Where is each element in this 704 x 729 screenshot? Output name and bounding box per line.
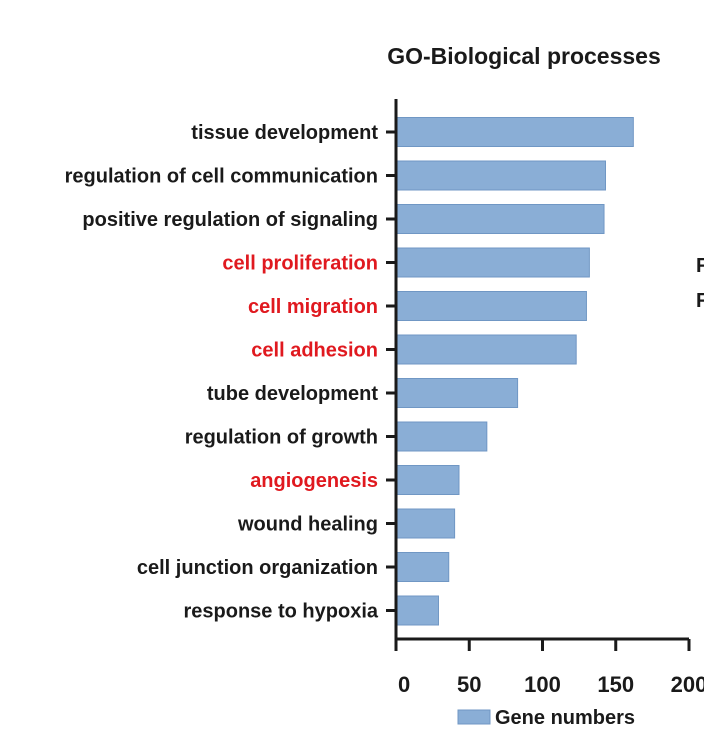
legend-swatch xyxy=(457,709,491,725)
legend: Gene numbers xyxy=(457,707,635,729)
x-tick-label-200: 200 xyxy=(671,672,704,697)
bar-wound-healing xyxy=(395,508,456,539)
cutoff-text-1: F xyxy=(696,255,704,277)
bar-regulation-of-growth xyxy=(395,421,488,452)
category-label-angiogenesis: angiogenesis xyxy=(250,470,378,492)
category-label-tissue-development: tissue development xyxy=(191,122,378,144)
category-labels-group: tissue development regulation of cell com… xyxy=(65,122,379,623)
bar-angiogenesis xyxy=(395,465,460,495)
category-label-positive-regulation-of-signaling: positive regulation of signaling xyxy=(82,209,378,231)
cutoff-text-2: F xyxy=(696,290,704,312)
bar-regulation-of-cell-communication xyxy=(395,160,606,191)
bar-cell-adhesion xyxy=(395,334,577,365)
bar-tissue-development xyxy=(395,117,634,147)
bar-cell-proliferation xyxy=(395,247,590,278)
bar-response-to-hypoxia xyxy=(395,595,439,626)
category-label-wound-healing: wound healing xyxy=(237,514,378,536)
bar-positive-regulation-of-signaling xyxy=(395,204,605,234)
legend-label: Gene numbers xyxy=(495,707,635,729)
category-label-tube-development: tube development xyxy=(207,383,378,405)
x-tick-label-0: 0 xyxy=(398,672,410,697)
category-label-cell-adhesion: cell adhesion xyxy=(251,340,378,362)
bar-cell-junction-organization xyxy=(395,552,450,582)
chart-title: GO-Biological processes xyxy=(387,43,661,69)
x-ticks-group: 0 50 100 150 200 xyxy=(394,639,704,697)
x-tick-label-150: 150 xyxy=(597,672,634,697)
category-label-regulation-of-growth: regulation of growth xyxy=(185,427,378,449)
category-label-cell-migration: cell migration xyxy=(248,296,378,318)
category-label-cell-junction-organization: cell junction organization xyxy=(137,557,378,579)
category-label-response-to-hypoxia: response to hypoxia xyxy=(184,601,379,623)
bar-tube-development xyxy=(395,378,519,408)
category-label-cell-proliferation: cell proliferation xyxy=(222,253,378,275)
x-tick-label-100: 100 xyxy=(524,672,561,697)
bar-cell-migration xyxy=(395,291,587,321)
x-tick-label-50: 50 xyxy=(457,672,481,697)
bars-group xyxy=(395,117,634,626)
category-label-regulation-of-cell-communication: regulation of cell communication xyxy=(65,166,378,188)
